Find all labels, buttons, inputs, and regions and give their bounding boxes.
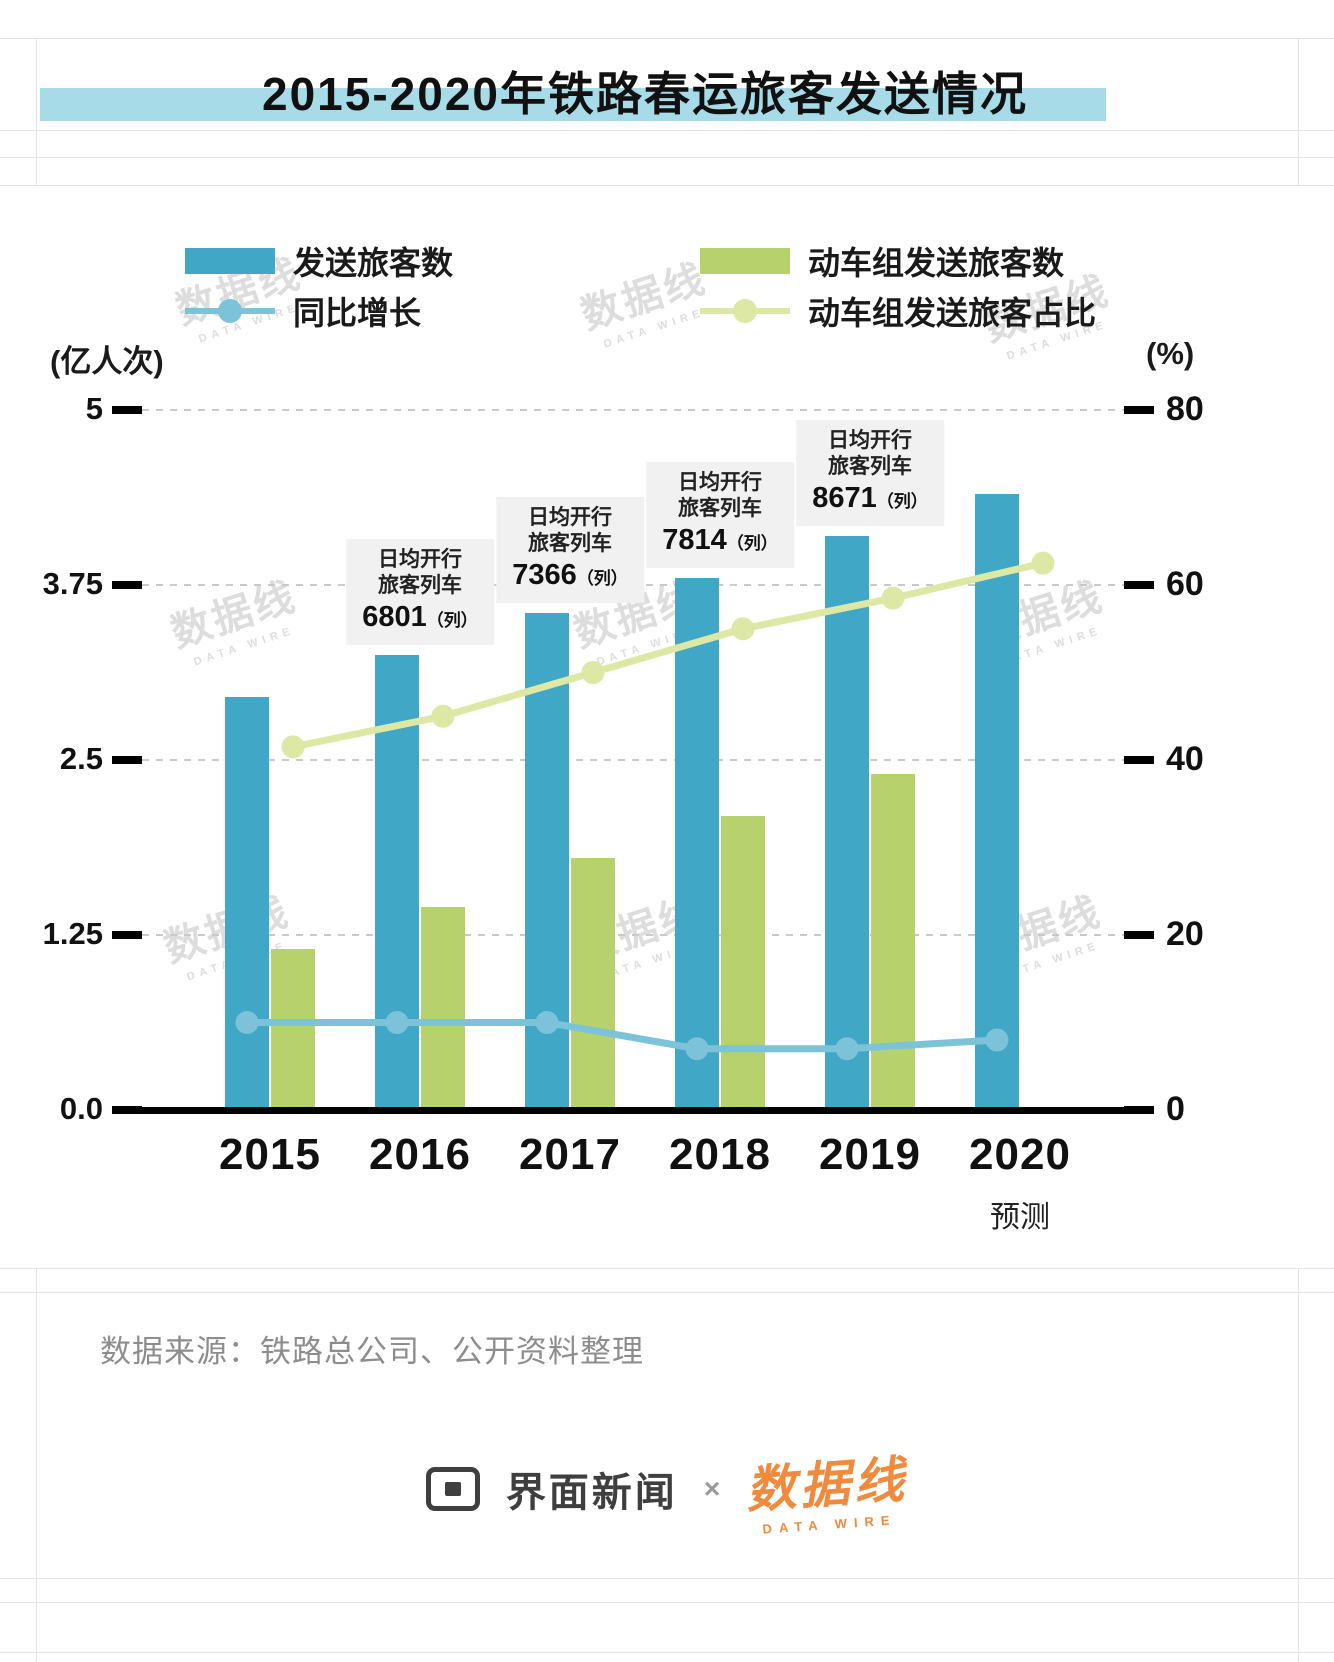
annotation-callout: 日均开行 旅客列车 6801（列） — [346, 539, 494, 645]
x-axis-sublabel: 预测 — [990, 1201, 1050, 1234]
frame-line — [0, 130, 1334, 131]
jiemian-logo-inner — [444, 1481, 461, 1496]
legend-item-emu-share: 动车组发送旅客占比 — [700, 288, 1096, 334]
legend-item-emu-passengers: 动车组发送旅客数 — [700, 238, 1064, 284]
frame-line — [1298, 38, 1299, 186]
jiemian-logo-icon — [425, 1466, 480, 1511]
jiemian-logo-text: 界面新闻 — [505, 1470, 678, 1515]
page-title: 2015-2020年铁路春运旅客发送情况 — [262, 68, 1028, 120]
legend-label: 发送旅客数 — [293, 245, 454, 281]
x-axis-label: 2019 — [819, 1130, 921, 1179]
annotation-callout: 日均开行 旅客列车 7814（列） — [646, 462, 794, 568]
frame-line — [0, 1652, 1334, 1653]
frame-line — [36, 38, 37, 186]
source-note: 数据来源：铁路总公司、公开资料整理 — [100, 1334, 644, 1369]
legend-label: 同比增长 — [293, 295, 422, 331]
legend-item-yoy-growth: 同比增长 — [185, 288, 421, 334]
footer-separator: × — [703, 1472, 721, 1504]
right-axis-unit: (%) — [1146, 336, 1195, 371]
frame-line — [0, 157, 1334, 158]
left-axis-unit: (亿人次) — [50, 344, 164, 379]
x-axis-label: 2016 — [369, 1130, 471, 1179]
frame-line — [0, 38, 1334, 39]
frame-line — [0, 185, 1334, 186]
annotation-callout: 日均开行 旅客列车 7366（列） — [496, 497, 644, 603]
x-axis-label: 2015 — [219, 1130, 321, 1179]
legend-swatch-green-bar — [700, 248, 790, 274]
legend-line-green — [700, 299, 790, 323]
x-axis-label: 2017 — [519, 1130, 621, 1179]
legend-item-passengers: 发送旅客数 — [185, 238, 453, 284]
frame-line — [0, 1268, 1334, 1269]
annotation-callout: 日均开行 旅客列车 8671（列） — [796, 420, 944, 526]
legend-swatch-blue-bar — [185, 248, 275, 274]
x-axis-label: 2020 — [969, 1130, 1071, 1179]
title-highlight-band — [40, 88, 1106, 121]
footer-brands: 界面新闻 × 数据线 DATA WIRE — [0, 1445, 1334, 1537]
legend-line-blue — [185, 299, 275, 323]
legend-label: 动车组发送旅客占比 — [808, 295, 1097, 331]
frame-line — [0, 1292, 1334, 1293]
frame-line — [0, 1602, 1334, 1603]
legend-label: 动车组发送旅客数 — [808, 245, 1065, 281]
frame-line — [0, 1578, 1334, 1579]
frame-line — [1298, 1268, 1299, 1662]
x-axis-label: 2018 — [669, 1130, 771, 1179]
frame-line — [36, 1268, 37, 1662]
